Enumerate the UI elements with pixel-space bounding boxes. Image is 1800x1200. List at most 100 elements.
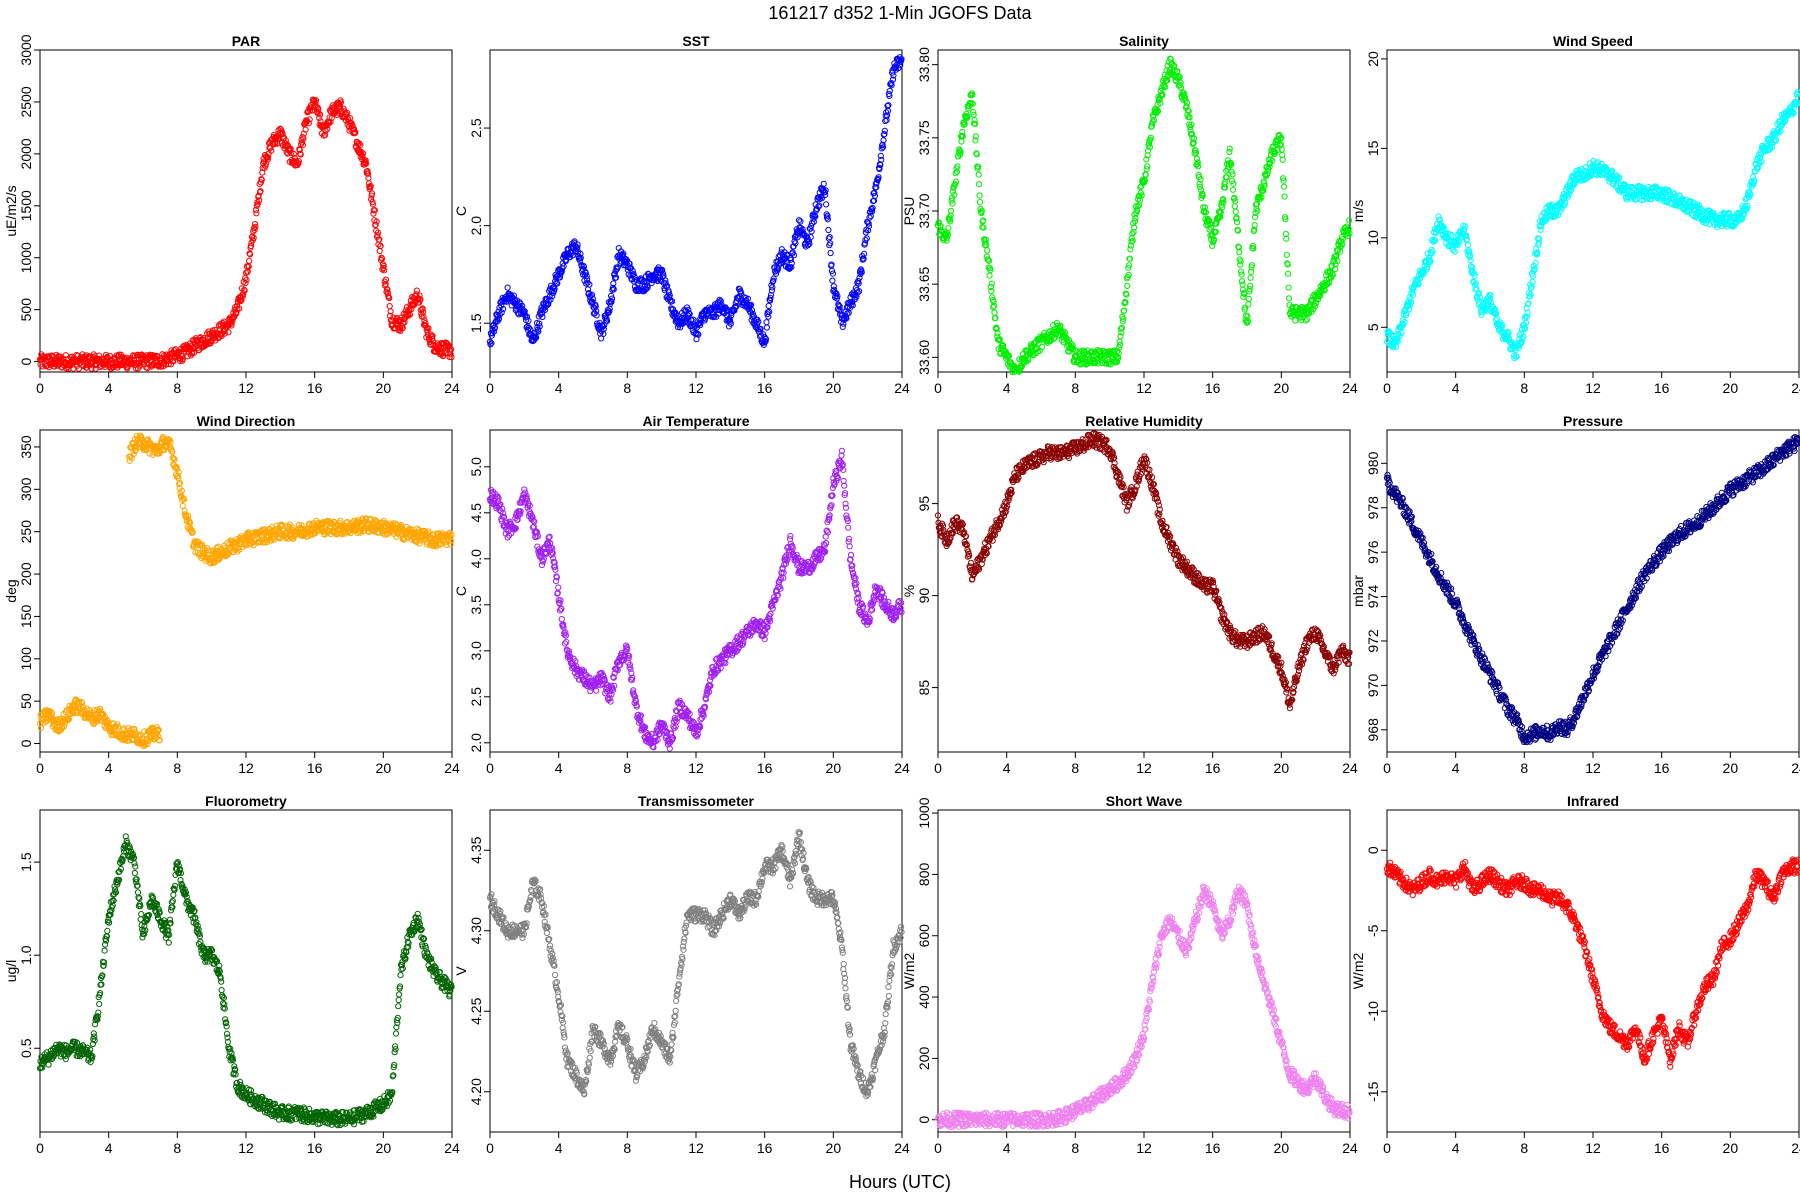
data-point xyxy=(316,114,323,122)
data-points xyxy=(486,447,905,752)
data-point xyxy=(829,277,836,284)
data-point xyxy=(988,280,995,287)
data-point xyxy=(976,199,984,206)
data-point xyxy=(265,154,272,161)
x-tick-label: 12 xyxy=(1136,380,1152,396)
data-point xyxy=(327,119,334,126)
y-tick-label: 0 xyxy=(18,358,34,366)
data-point xyxy=(820,180,827,187)
data-point xyxy=(340,105,347,112)
y-tick-label: 33.65 xyxy=(916,266,932,301)
data-point xyxy=(386,295,393,302)
data-point xyxy=(242,280,249,287)
data-point xyxy=(1229,186,1237,193)
y-tick-label: 250 xyxy=(18,520,34,544)
x-tick-label: 4 xyxy=(105,760,113,776)
data-point xyxy=(179,356,186,363)
y-tick-label: 2.5 xyxy=(468,118,484,138)
data-point xyxy=(241,287,248,294)
y-tick-label: 3000 xyxy=(18,34,34,65)
x-tick-label: 20 xyxy=(1723,380,1739,396)
data-point xyxy=(384,286,391,293)
data-point xyxy=(797,218,804,225)
y-tick-label: 15 xyxy=(1365,140,1381,156)
data-point xyxy=(251,221,259,228)
panel-title: Air Temperature xyxy=(642,413,749,429)
data-point xyxy=(1285,295,1293,302)
data-point xyxy=(1285,284,1292,291)
data-point xyxy=(344,109,351,117)
data-point xyxy=(387,308,394,315)
data-point xyxy=(377,242,384,250)
data-point xyxy=(1226,145,1233,152)
x-tick-label: 24 xyxy=(1791,380,1800,396)
data-point xyxy=(236,305,243,312)
x-tick-label: 24 xyxy=(894,760,910,776)
data-point xyxy=(1494,315,1501,322)
data-point xyxy=(372,221,379,228)
data-point xyxy=(246,257,253,264)
data-point xyxy=(376,236,383,243)
y-tick-label: 33.80 xyxy=(916,47,932,82)
data-point xyxy=(349,122,356,130)
y-tick-label: 33.70 xyxy=(916,193,932,228)
data-point xyxy=(305,120,312,127)
data-point xyxy=(1193,155,1201,162)
x-tick-label: 12 xyxy=(688,760,704,776)
data-point xyxy=(190,349,198,356)
x-tick-label: 0 xyxy=(486,380,494,396)
data-point xyxy=(1304,316,1311,323)
data-point xyxy=(290,151,297,158)
data-point xyxy=(381,267,388,274)
data-point xyxy=(417,296,424,303)
x-tick-label: 4 xyxy=(1452,380,1460,396)
data-point xyxy=(146,450,153,457)
data-point xyxy=(976,181,983,188)
data-point xyxy=(976,192,983,199)
data-point xyxy=(1237,258,1244,265)
y-tick-label: 4.5 xyxy=(468,503,484,523)
x-tick-label: 24 xyxy=(1342,380,1358,396)
data-point xyxy=(958,138,965,145)
x-tick-label: 0 xyxy=(36,380,44,396)
data-point xyxy=(315,106,322,113)
y-tick-label: 4.0 xyxy=(468,549,484,569)
data-point xyxy=(363,160,370,167)
data-point xyxy=(1132,215,1139,222)
data-point xyxy=(396,324,404,331)
data-point xyxy=(263,160,270,167)
x-tick-label: 8 xyxy=(623,380,631,396)
data-point xyxy=(324,126,331,133)
data-point xyxy=(1285,270,1292,277)
data-point xyxy=(986,272,993,279)
x-tick-label: 24 xyxy=(444,760,460,776)
x-tick-label: 0 xyxy=(934,380,942,396)
data-point xyxy=(1247,274,1254,281)
data-point xyxy=(1231,203,1238,210)
y-tick-label: 20 xyxy=(1365,51,1381,67)
x-tick-label: 24 xyxy=(894,380,910,396)
x-tick-label: 20 xyxy=(826,380,842,396)
y-tick-label: 3.0 xyxy=(468,641,484,661)
x-tick-label: 20 xyxy=(826,760,842,776)
x-tick-label: 0 xyxy=(36,760,44,776)
data-point xyxy=(382,276,390,283)
data-point xyxy=(225,329,232,336)
y-tick-label: 0 xyxy=(18,739,34,747)
data-point xyxy=(306,116,313,123)
x-tick-label: 8 xyxy=(623,760,631,776)
y-tick-label: 1000 xyxy=(18,242,34,273)
data-point xyxy=(287,145,294,152)
x-tick-label: 12 xyxy=(238,760,254,776)
data-point xyxy=(825,226,832,234)
x-tick-label: 16 xyxy=(757,760,773,776)
x-tick-label: 4 xyxy=(1003,380,1011,396)
data-point xyxy=(1245,301,1252,308)
y-tick-label: 2.0 xyxy=(468,216,484,236)
x-tick-label: 16 xyxy=(757,380,773,396)
data-point xyxy=(367,182,374,190)
data-point xyxy=(416,292,423,299)
